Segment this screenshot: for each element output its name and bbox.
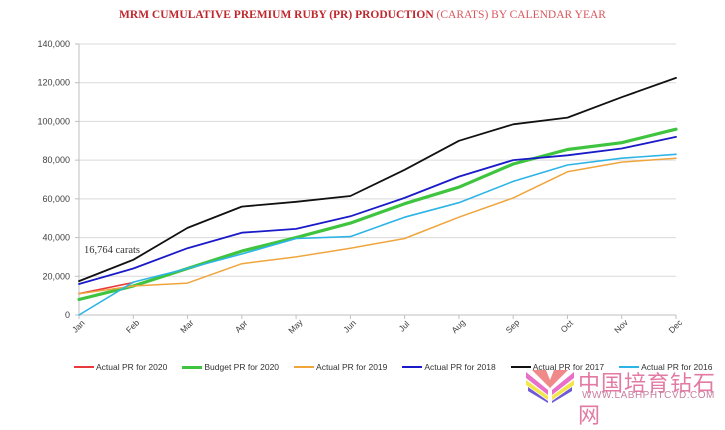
x-tick-label: May (286, 317, 305, 336)
x-tick-label: Aug (449, 317, 467, 335)
legend-swatch (182, 365, 203, 369)
x-tick-label: Jun (341, 318, 358, 335)
annotations: 16,764 carats (84, 245, 140, 256)
x-tick-label: Dec (666, 317, 684, 335)
x-tick-label: Oct (559, 318, 576, 335)
legend: Actual PR for 2020 Budget PR for 2020 Actu… (74, 362, 712, 372)
watermark-url: WWW.LABHPHTCVD.COM (582, 390, 715, 401)
legend-swatch (402, 366, 423, 368)
series-line-actual-pr-for-2017 (78, 77, 677, 283)
y-axis: 0 20,000 40,000 60,000 80,000 100,000 120,000 1… (37, 39, 80, 320)
chart-title: MRM CUMULATIVE PREMIUM RUBY (PR) PRODUCT… (0, 9, 725, 21)
legend-swatch (619, 366, 640, 368)
legend-item: Actual PR for 2018 (402, 362, 496, 372)
x-tick-label: Sep (504, 317, 522, 335)
x-axis: Jan Feb Mar Apr May Jun Jul Aug Sep Oct Nov Dec (70, 314, 685, 336)
x-tick-label: Jul (397, 319, 412, 334)
gridlines (79, 43, 676, 277)
chart-title-light: (CARATS) BY CALENDAR YEAR (433, 9, 606, 21)
legend-label: Actual PR for 2018 (424, 362, 496, 372)
legend-item: Actual PR for 2020 (74, 362, 167, 372)
chart-title-bold: MRM CUMULATIVE PREMIUM RUBY (PR) PRODUCT… (119, 9, 434, 21)
watermark: 中国培育钻石网 WWW.LABHPHTCVD.COM (522, 368, 722, 429)
series-line-actual-pr-for-2018 (78, 135, 677, 285)
y-tick-label: 80,000 (42, 155, 70, 165)
y-tick-label: 120,000 (37, 78, 70, 88)
legend-swatch (294, 366, 315, 368)
legend-swatch (74, 366, 94, 368)
y-tick-label: 100,000 (37, 116, 70, 126)
x-tick-label: Mar (178, 317, 196, 335)
series-lines (77, 77, 678, 316)
legend-label: Actual PR for 2020 (96, 362, 168, 372)
series-line-actual-pr-for-2016 (78, 153, 677, 316)
series-line-actual-pr-for-2019 (78, 157, 677, 295)
x-tick-label: Feb (124, 317, 142, 335)
legend-item: Actual PR for 2019 (294, 362, 387, 372)
legend-item: Actual PR for 2016 (619, 362, 712, 372)
y-tick-label: 140,000 (37, 39, 70, 49)
legend-swatch (510, 366, 531, 368)
y-tick-label: 0 (65, 310, 70, 320)
legend-label: Budget PR for 2020 (204, 362, 280, 372)
y-tick-label: 20,000 (42, 271, 70, 281)
x-tick-label: Nov (612, 317, 630, 335)
annotation-label: 16,764 carats (84, 245, 140, 256)
legend-label: Actual PR for 2019 (316, 362, 388, 372)
y-tick-label: 60,000 (42, 194, 70, 204)
legend-item: Actual PR for 2017 (510, 362, 605, 372)
legend-item: Budget PR for 2020 (182, 362, 279, 372)
line-chart: 0 20,000 40,000 60,000 80,000 100,000 120,000 1… (37, 39, 685, 336)
watermark-logo-icon (526, 370, 574, 403)
legend-label: Actual PR for 2017 (532, 362, 605, 372)
x-tick-label: Jan (70, 318, 87, 335)
y-tick-label: 40,000 (42, 233, 70, 243)
x-tick-label: Apr (233, 318, 250, 335)
legend-label: Actual PR for 2016 (641, 362, 713, 372)
